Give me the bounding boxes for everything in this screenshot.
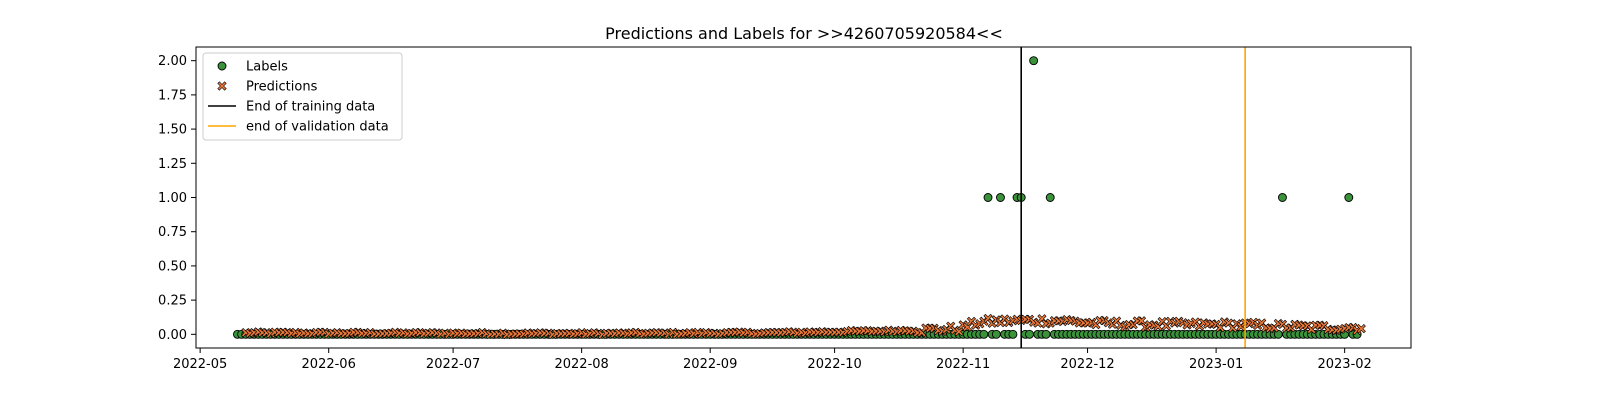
label-point — [1008, 329, 1018, 339]
y-axis: 0.00 0.25 0.50 0.75 1.00 1.25 1.50 1.75 2.00 — [158, 54, 196, 343]
vertical-lines — [1020, 47, 1246, 348]
prediction-point — [1136, 316, 1147, 326]
y-tick-label: 0.25 — [158, 294, 187, 309]
plot-area: 2022-05 2022-06 2022-07 2022-08 2022-09 2022-… — [158, 46, 1412, 372]
label-point — [991, 329, 1001, 339]
x-tick-label: 2023-01 — [1189, 357, 1243, 372]
x-tick-label: 2022-10 — [807, 357, 861, 372]
x-tick-label: 2022-09 — [683, 357, 737, 372]
label-point — [1278, 193, 1287, 202]
legend-x-marker — [217, 81, 227, 91]
x-tick-label: 2022-12 — [1060, 357, 1114, 372]
x-tick-label: 2022-07 — [426, 357, 480, 372]
label-point — [983, 193, 993, 202]
label-point — [1041, 329, 1051, 339]
prediction-point — [954, 326, 964, 337]
label-point — [1344, 193, 1354, 202]
y-tick-label: 1.50 — [158, 123, 187, 138]
legend-labels: Labels — [217, 60, 288, 75]
legend-label: Labels — [246, 60, 288, 75]
label-point — [1029, 56, 1039, 66]
prediction-point — [1356, 324, 1366, 334]
y-tick-label: 2.00 — [158, 54, 187, 69]
y-tick-label: 0.00 — [158, 328, 187, 343]
legend-box — [202, 52, 403, 141]
x-tick-label: 2022-05 — [173, 357, 227, 372]
y-tick-label: 1.25 — [158, 157, 187, 172]
legend-predictions: Predictions — [217, 80, 318, 95]
x-tick-label: 2023-02 — [1317, 357, 1371, 372]
y-tick-label: 0.50 — [158, 259, 187, 274]
legend-end-of-validation: end of validation data — [208, 120, 389, 135]
legend-label: end of validation data — [246, 120, 389, 135]
plot-frame — [195, 46, 1412, 349]
label-point — [1025, 329, 1034, 339]
x-axis: 2022-05 2022-06 2022-07 2022-08 2022-09 2022-… — [173, 348, 1372, 372]
x-tick-label: 2022-08 — [554, 357, 608, 372]
y-tick-label: 0.75 — [158, 225, 187, 240]
label-point — [979, 329, 989, 339]
predictions-series — [241, 313, 1366, 340]
x-tick-label: 2022-06 — [302, 357, 356, 372]
y-tick-label: 1.75 — [158, 88, 187, 103]
legend-label: Predictions — [246, 80, 318, 95]
legend-label: End of training data — [246, 100, 375, 115]
legend: Labels Predictions End of training data end… — [202, 52, 403, 141]
chart-title: Predictions and Labels for >>42607059205… — [605, 24, 1003, 43]
legend-items: Labels Predictions End of training data end… — [208, 60, 389, 135]
y-tick-label: 1.00 — [158, 191, 187, 206]
label-point — [1045, 193, 1055, 202]
label-point — [996, 193, 1005, 202]
label-point — [1273, 329, 1283, 339]
x-tick-label: 2022-11 — [936, 357, 990, 372]
legend-end-of-training: End of training data — [208, 100, 375, 115]
legend-circle-marker — [217, 61, 227, 71]
